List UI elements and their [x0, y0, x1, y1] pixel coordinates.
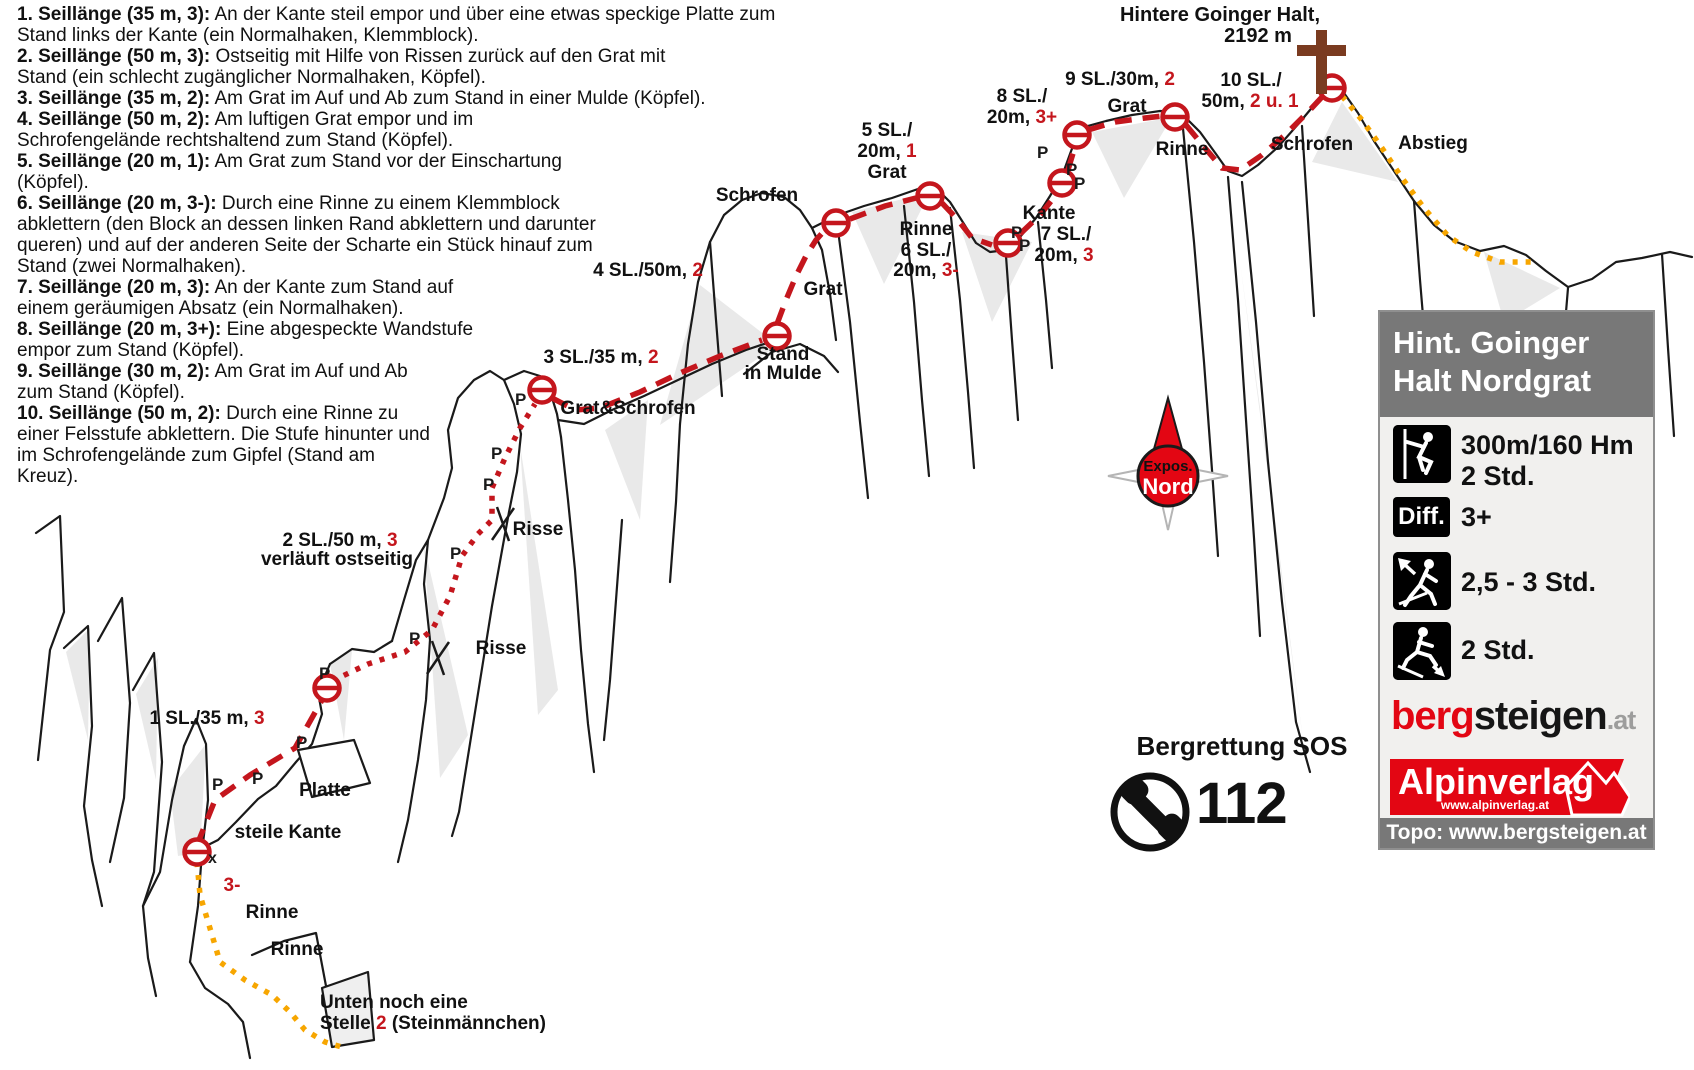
pitch4-label: 4 SL./50m, 2 — [593, 260, 703, 281]
pitch-9: 9. Seillänge (30 m, 2): Am Grat im Auf u… — [17, 361, 408, 403]
svg-text:P: P — [515, 390, 526, 409]
terrain-rinne-6: Rinne — [899, 219, 953, 240]
compass-exposition-label: Expos. — [1143, 458, 1192, 475]
pitch-8: 8. Seillänge (20 m, 3+): Eine abgespeckt… — [17, 319, 474, 361]
approach-time: 2,5 - 3 Std. — [1461, 567, 1597, 597]
svg-text:P: P — [1066, 160, 1077, 179]
summit-elevation: 2192 m — [1224, 25, 1292, 47]
pitch-descriptions: 1. Seillänge (35 m, 3): An der Kante ste… — [17, 4, 807, 487]
pitch1-label: 1 SL./35 m, 3 — [149, 708, 265, 729]
difficulty-icon: Diff. — [1393, 497, 1450, 537]
descent-route-dotted — [194, 94, 1532, 1051]
alpinverlag-logo: Alpinverlag www.alpinverlag.at — [1390, 757, 1630, 817]
pitch2-label-line1: 2 SL./50 m, 3 — [282, 530, 398, 551]
svg-text:P: P — [1011, 223, 1022, 242]
pitch2-label-line2: verläuft ostseitig — [260, 549, 414, 570]
pitch7-label-line1: 7 SL./ — [1040, 224, 1092, 245]
terrain-grat-4: Grat — [803, 279, 843, 300]
grade-3minus: 3- — [223, 875, 241, 896]
svg-text:P: P — [483, 475, 494, 494]
pitch-5: 5. Seillänge (20 m, 1): Am Grat zum Stan… — [17, 151, 562, 193]
terrain-risse-1: Risse — [512, 519, 564, 540]
terrain-grat-schrofen: Grat&Schrofen — [560, 398, 696, 419]
svg-text:P: P — [491, 444, 502, 463]
route-dashed — [194, 95, 1325, 847]
rescue-sos-number: 112 — [1196, 771, 1288, 836]
pitch-1: 1. Seillänge (35 m, 3): An der Kante ste… — [17, 4, 776, 46]
pitch-10: 10. Seillänge (50 m, 2): Durch eine Rinn… — [17, 403, 430, 487]
terrain-schrofen-4: Schrofen — [715, 185, 799, 206]
note-line2: Stelle 2 (Steinmännchen) — [320, 1013, 546, 1034]
pitch-6: 6. Seillänge (20 m, 3-): Durch eine Rinn… — [17, 193, 596, 277]
approach-hiker-icon — [1393, 552, 1451, 610]
svg-text:P: P — [409, 629, 420, 648]
mountain-outline — [34, 81, 1694, 1060]
rock-shading — [66, 102, 1560, 856]
descent-label: Abstieg — [1398, 133, 1468, 154]
terrain-kante: Kante — [1022, 203, 1076, 224]
pitch6-label-line2: 20m, 3- — [893, 260, 959, 281]
svg-text:P: P — [252, 769, 263, 788]
stand-in-mulde-line1: Stand — [756, 344, 810, 365]
info-box-title: Hint. Goinger Halt Nordgrat — [1380, 312, 1653, 417]
svg-text:P: P — [1019, 236, 1030, 255]
terrain-steile-kante: steile Kante — [234, 822, 342, 843]
svg-text:P: P — [1074, 174, 1085, 193]
pitch8-label-line1: 8 SL./ — [996, 86, 1048, 107]
terrain-risse-2: Risse — [475, 638, 527, 659]
pitch5-label-line1: 5 SL./ — [861, 120, 913, 141]
svg-text:P: P — [212, 775, 223, 794]
bergsteigen-logo: bergsteigen.at — [1391, 694, 1636, 738]
svg-text:P: P — [450, 544, 461, 563]
terrain-grat-5: Grat — [867, 162, 907, 183]
summit-name: Hintere Goinger Halt, — [1119, 4, 1321, 26]
pitch10-label-line2: 50m, 2 u. 1 — [1201, 91, 1299, 112]
pitch-3: 3. Seillänge (35 m, 2): Am Grat im Auf u… — [17, 88, 706, 109]
rescue-sos-label: Bergrettung SOS — [1136, 731, 1348, 761]
stand-in-mulde-line2: in Mulde — [744, 363, 822, 384]
terrain-rinne: Rinne — [1155, 139, 1209, 160]
descent-runner-icon — [1393, 622, 1451, 680]
descent-time: 2 Std. — [1461, 635, 1535, 665]
svg-text:P: P — [1037, 143, 1048, 162]
terrain-grat: Grat — [1107, 96, 1147, 117]
terrain-rinne-lower1: Rinne — [245, 902, 299, 923]
note-line1: Unten noch eine — [320, 992, 468, 1013]
difficulty-value: 3+ — [1461, 502, 1492, 532]
pitch-4: 4. Seillänge (50 m, 2): Am luftigen Grat… — [17, 109, 474, 151]
compass: Expos. Nord — [1107, 394, 1229, 531]
piton-markers: P P P P P P P P P P P P P P — [212, 143, 1085, 794]
length-row-text: 300m/160 Hm 2 Std. — [1461, 430, 1634, 491]
terrain-platte: Platte — [299, 780, 351, 801]
summit-cross-icon — [1297, 30, 1346, 94]
terrain-schrofen: Schrofen — [1270, 134, 1354, 155]
climbing-icon — [1393, 425, 1451, 483]
pitch3-label: 3 SL./35 m, 2 — [543, 347, 659, 368]
pitch-2: 2. Seillänge (50 m, 3): Ostseitig mit Hi… — [17, 46, 666, 88]
anchor-x-marker: x — [208, 850, 217, 867]
svg-text:P: P — [319, 664, 330, 683]
phone-icon — [1110, 772, 1190, 852]
svg-text:P: P — [296, 733, 307, 752]
info-box-footer: Topo: www.bergsteigen.at — [1380, 818, 1653, 848]
terrain-rinne-lower2: Rinne — [270, 939, 324, 960]
compass-direction-label: Nord — [1142, 474, 1193, 499]
pitch7-label-line2: 20m, 3 — [1034, 245, 1094, 266]
pitch5-label-line2: 20m, 1 — [857, 141, 917, 162]
pitch8-label-line2: 20m, 3+ — [986, 107, 1058, 128]
pitch-7: 7. Seillänge (20 m, 3): An der Kante zum… — [17, 277, 454, 319]
pitch10-label-line1: 10 SL./ — [1220, 70, 1282, 91]
route-info-box: Hint. Goinger Halt Nordgrat 300m/160 Hm … — [1378, 310, 1655, 850]
alpinverlag-background — [1390, 759, 1630, 817]
pitch9-label: 9 SL./30m, 2 — [1065, 69, 1175, 90]
pitch6-label-line1: 6 SL./ — [900, 240, 952, 261]
